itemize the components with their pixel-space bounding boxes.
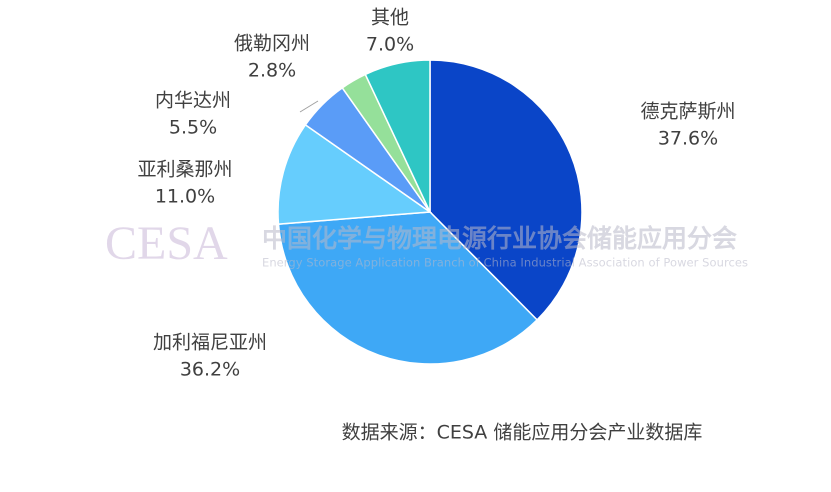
slice-value-label: 7.0% bbox=[366, 34, 414, 56]
watermark-english: Energy Storage Application Branch of Chi… bbox=[262, 256, 748, 270]
slice-label: 德克萨斯州 bbox=[640, 101, 735, 123]
slice-value-label: 5.5% bbox=[169, 117, 217, 139]
slice-label: 俄勒冈州 bbox=[234, 33, 310, 55]
slice-value-label: 11.0% bbox=[155, 186, 215, 208]
pie-slice bbox=[277, 123, 433, 225]
watermark-name: 中国化学与物理电源行业协会储能应用分会 bbox=[262, 224, 737, 253]
slice-label: 加利福尼亚州 bbox=[153, 332, 267, 354]
slice-value-label: 36.2% bbox=[180, 359, 240, 381]
slice-label: 其他 bbox=[371, 7, 409, 29]
watermark-logo: CESA bbox=[105, 217, 228, 270]
slice-value-label: 2.8% bbox=[248, 60, 296, 82]
slice-label: 内华达州 bbox=[155, 90, 231, 112]
source-note: 数据来源：CESA 储能应用分会产业数据库 bbox=[342, 422, 703, 444]
pie-slice bbox=[364, 59, 431, 213]
slice-value-label: 37.6% bbox=[658, 128, 718, 150]
pie-slice bbox=[277, 211, 539, 365]
pie-slice bbox=[429, 59, 583, 321]
pie bbox=[277, 59, 583, 365]
slice-label: 亚利桑那州 bbox=[137, 159, 232, 181]
leader-line bbox=[299, 100, 319, 113]
